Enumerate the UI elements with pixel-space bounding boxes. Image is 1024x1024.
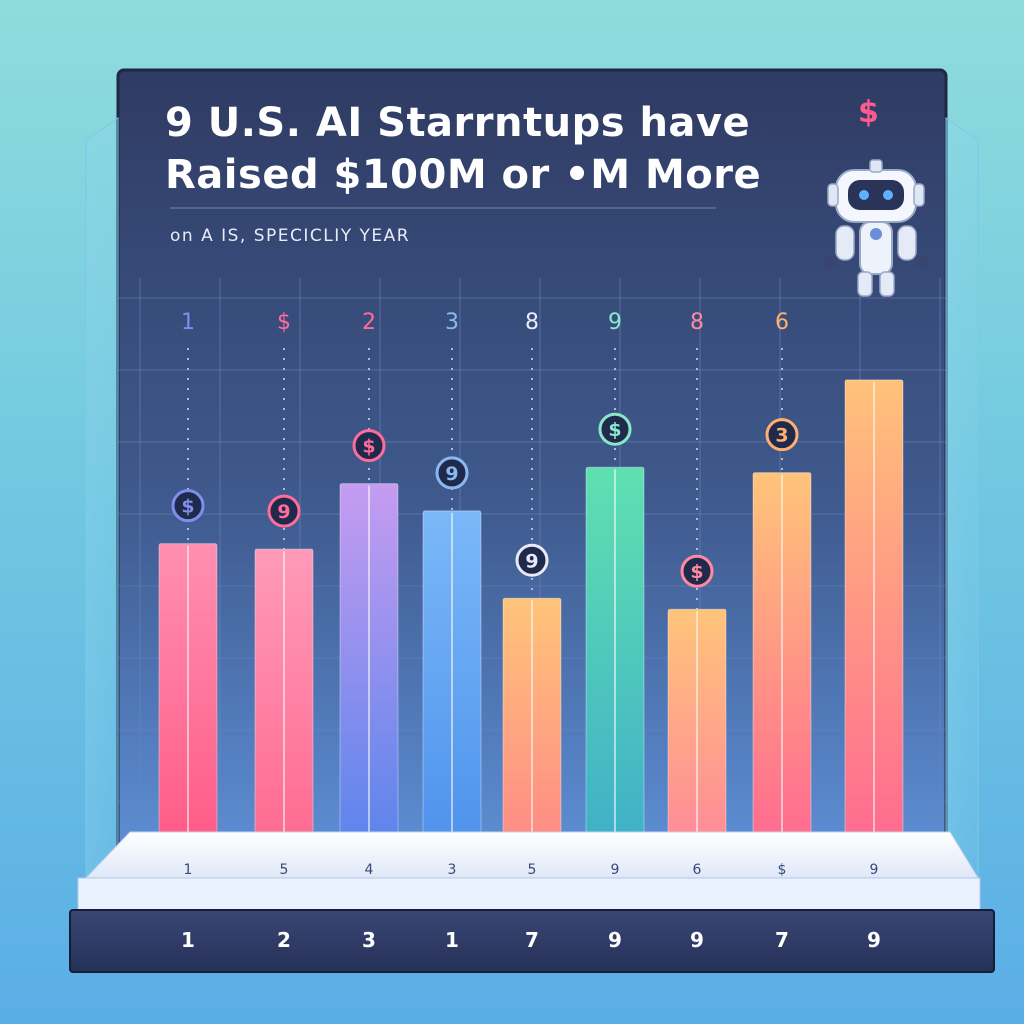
- bar-footer-label: 2: [277, 928, 291, 952]
- glass-left: [85, 117, 119, 881]
- bar-top-label: $: [277, 310, 291, 335]
- bar-base-label: 6: [692, 862, 702, 878]
- coin-icon: [171, 489, 205, 523]
- glass-right: [945, 117, 979, 881]
- chart-title-line-2: Raised $100M or •M More: [165, 152, 762, 198]
- bar-footer-label: 9: [608, 928, 622, 952]
- bar-footer-label: 9: [867, 928, 881, 952]
- bar-top-label: 1: [181, 310, 195, 335]
- coin-icon: [765, 418, 799, 452]
- bar-base-label: $: [777, 862, 787, 878]
- coin-icon: [435, 456, 469, 490]
- bar-base-label: 3: [447, 862, 457, 878]
- bar-top-label: 2: [362, 310, 376, 335]
- coin-icon: [352, 429, 386, 463]
- bar-footer-label: 7: [775, 928, 789, 952]
- coin-label: 9: [277, 501, 290, 523]
- chart-title-line-1: 9 U.S. AI Starrntups have: [165, 100, 751, 146]
- bar-footer-label: 1: [181, 928, 195, 952]
- coin-label: $: [181, 496, 194, 518]
- robot-dollar-badge: $: [858, 95, 879, 130]
- chart-subtitle: on A IS, SPECICLIY YEAR: [170, 226, 411, 246]
- coin-icon: [515, 543, 549, 577]
- bar-base-label: 9: [610, 862, 620, 878]
- bar-footer-label: 3: [362, 928, 376, 952]
- coin-label: 9: [445, 463, 458, 485]
- bar-top-label: 9: [608, 310, 622, 335]
- coin-label: $: [690, 561, 703, 583]
- bar-footer-label: 1: [445, 928, 459, 952]
- bar-base-label: 9: [869, 862, 879, 878]
- bar-top-label: 8: [690, 310, 704, 335]
- bar-base-label: 4: [364, 862, 374, 878]
- coin-icon: [598, 412, 632, 446]
- bar-top-label: 3: [445, 310, 459, 335]
- coin-label: 9: [525, 550, 538, 572]
- bar-base-label: 5: [279, 862, 289, 878]
- coin-icon: [680, 554, 714, 588]
- coin-icon: [267, 494, 301, 528]
- bar-base-label: 1: [183, 862, 193, 878]
- bar-footer-label: 9: [690, 928, 704, 952]
- coin-label: $: [362, 436, 375, 458]
- robot-icon: [823, 159, 929, 297]
- coin-label: 3: [775, 425, 788, 447]
- bar-top-label: 8: [525, 310, 539, 335]
- footer-bar: [69, 909, 995, 973]
- bar-base-label: 5: [527, 862, 537, 878]
- bar-footer-label: 7: [525, 928, 539, 952]
- bars: [158, 379, 904, 845]
- base-front: [77, 877, 981, 911]
- bar-top-label: 6: [775, 310, 789, 335]
- leader-lines: $9 $9 9 $ $3: [171, 348, 799, 610]
- coin-label: $: [608, 419, 621, 441]
